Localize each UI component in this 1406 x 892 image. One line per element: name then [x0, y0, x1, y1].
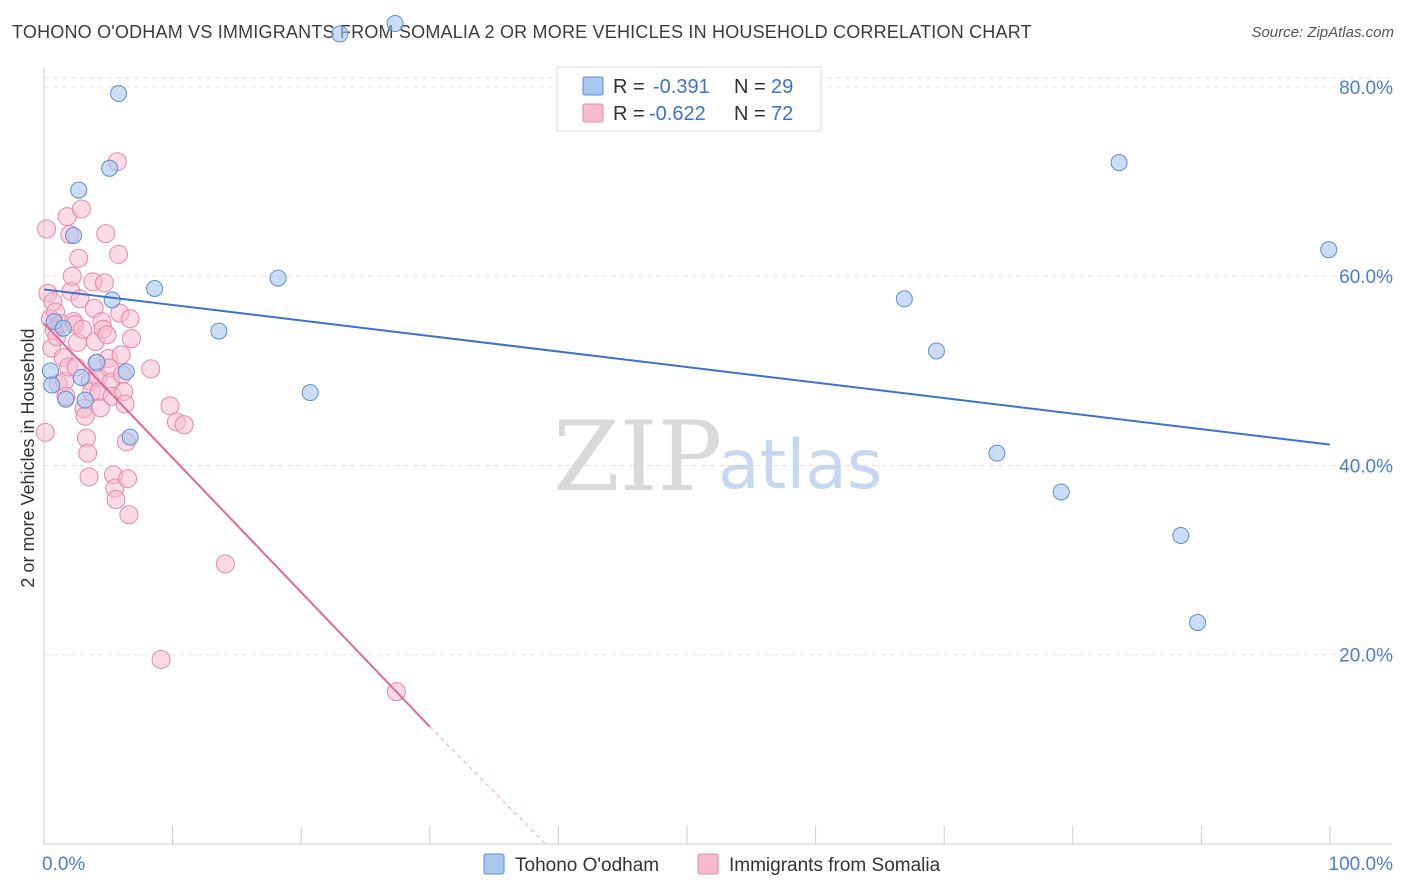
point-tohono-5 [65, 227, 83, 245]
legend-n-value-2: 72 [771, 103, 793, 125]
point-tohono-15 [146, 279, 164, 297]
trend-line-somalia [43, 322, 431, 728]
series-immigrants-from-somalia [35, 152, 406, 702]
point-tohono-21 [895, 290, 913, 308]
point-somalia-0 [35, 422, 55, 442]
point-tohono-9 [88, 353, 106, 371]
point-somalia-65 [151, 649, 171, 669]
point-somalia-22 [69, 248, 89, 268]
axes [43, 68, 1392, 845]
point-tohono-20 [386, 15, 404, 33]
point-somalia-30 [79, 467, 99, 487]
point-somalia-63 [121, 329, 141, 349]
legend-r-value-1: -0.391 [653, 76, 710, 98]
x-tick-label-100: 100.0% [1329, 854, 1394, 875]
point-somalia-53 [109, 244, 129, 264]
point-tohono-25 [1110, 154, 1128, 172]
stats-legend: R = -0.391 N = 29 R = -0.622 N = 72 [556, 66, 822, 132]
point-tohono-11 [103, 291, 121, 309]
point-tohono-10 [101, 159, 119, 177]
trend-lines [43, 288, 1331, 845]
legend-swatch-blue [582, 76, 604, 96]
point-somalia-55 [111, 345, 131, 365]
point-somalia-44 [97, 325, 117, 345]
point-somalia-39 [91, 398, 111, 418]
point-tohono-8 [76, 391, 94, 409]
source-label: Source: ZipAtlas.com [1251, 24, 1394, 41]
point-somalia-69 [215, 554, 235, 574]
watermark: ZIP atlas [553, 401, 882, 513]
y-tick-label-60: 60.0% [1339, 267, 1393, 288]
trend-line-tohono [43, 288, 1331, 446]
legend-n-label-2: N = [734, 103, 766, 125]
trend-line-somalia-extension [429, 726, 546, 845]
point-somalia-42 [94, 273, 114, 293]
point-somalia-62 [120, 309, 140, 329]
y-tick-label-80: 80.0% [1339, 78, 1393, 99]
point-tohono-16 [210, 322, 228, 340]
legend-n-value-1: 29 [771, 76, 793, 98]
point-tohono-17 [269, 269, 287, 287]
point-tohono-3 [54, 319, 72, 337]
point-somalia-58 [115, 394, 135, 414]
series-tohono-oodham [41, 15, 1338, 632]
y-axis-label: 2 or more Vehicles in Household [18, 328, 38, 587]
point-tohono-6 [70, 181, 88, 199]
point-tohono-28 [1320, 241, 1338, 259]
point-somalia-29 [78, 443, 98, 463]
legend-r-label-1: R = [613, 76, 645, 98]
point-somalia-66 [160, 396, 180, 416]
bottom-legend-swatch-pink [697, 853, 719, 875]
point-somalia-24 [71, 199, 91, 219]
point-somalia-25 [73, 319, 93, 339]
watermark-atlas: atlas [718, 426, 882, 505]
bottom-legend-label-2: Immigrants from Somalia [729, 855, 941, 876]
legend-swatch-pink [582, 103, 604, 123]
point-tohono-27 [1189, 614, 1207, 632]
legend-r-value-2: -0.622 [649, 103, 706, 125]
bottom-legend-label-1: Tohono O'odham [515, 855, 659, 876]
point-somalia-71 [37, 219, 57, 239]
point-tohono-26 [1172, 526, 1190, 544]
grid-lines [44, 77, 1392, 656]
point-tohono-22 [927, 342, 945, 360]
y-tick-labels: 20.0% 40.0% 60.0% 80.0% [1339, 78, 1393, 667]
point-tohono-19 [331, 25, 349, 43]
y-tick-label-40: 40.0% [1339, 456, 1393, 477]
point-tohono-4 [57, 390, 75, 408]
bottom-legend-swatch-blue [483, 853, 505, 875]
point-tohono-7 [72, 368, 90, 386]
point-somalia-43 [96, 224, 116, 244]
point-somalia-17 [62, 266, 82, 286]
point-somalia-64 [141, 359, 161, 379]
y-tick-label-20: 20.0% [1339, 646, 1393, 667]
point-somalia-51 [106, 490, 126, 510]
x-tick-labels: 0.0% 100.0% [42, 854, 1393, 875]
point-tohono-0 [41, 362, 59, 380]
point-tohono-12 [110, 85, 128, 103]
point-tohono-14 [121, 428, 139, 446]
point-tohono-18 [301, 384, 319, 402]
point-tohono-13 [117, 363, 135, 381]
point-somalia-68 [174, 415, 194, 435]
chart-title: TOHONO O'ODHAM VS IMMIGRANTS FROM SOMALI… [12, 22, 1032, 42]
legend-r-label-2: R = [613, 103, 645, 125]
bottom-legend: Tohono O'odham Immigrants from Somalia [483, 853, 941, 876]
point-somalia-61 [119, 505, 139, 525]
point-tohono-24 [1052, 483, 1070, 501]
watermark-zip: ZIP [553, 401, 722, 513]
legend-n-label-1: N = [734, 76, 766, 98]
x-tick-label-0: 0.0% [42, 854, 85, 875]
point-tohono-23 [988, 444, 1006, 462]
point-tohono-1 [43, 376, 61, 394]
point-somalia-60 [118, 469, 138, 489]
